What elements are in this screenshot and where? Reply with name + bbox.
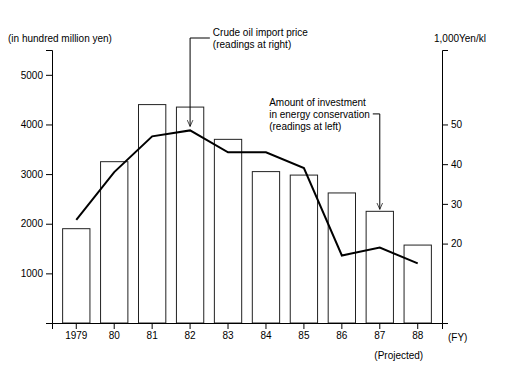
tick: 83 [222, 323, 234, 341]
tick: 81 [147, 323, 159, 341]
annotation-line: (readings at right) [213, 39, 291, 50]
bar [101, 162, 128, 323]
line [76, 130, 417, 263]
tick-mark [417, 323, 418, 329]
tick-mark [46, 75, 52, 76]
tick-mark [442, 204, 448, 205]
annotation: (Projected) [374, 350, 423, 361]
x-label: (FY) [448, 332, 467, 343]
tick-mark [76, 323, 77, 329]
annotation-line: (Projected) [374, 350, 423, 361]
bar [252, 172, 279, 323]
plot: 1979 80 81 82 83 84 85 86 87 88 1000 2000 3000 4000 50… [8, 27, 486, 361]
tick-label: 81 [147, 330, 159, 341]
tick-mark [442, 164, 448, 165]
tick: 2000 [21, 218, 52, 229]
bar [176, 107, 203, 323]
tick-mark [46, 124, 52, 125]
tick-label: 80 [109, 330, 121, 341]
bar [328, 193, 355, 323]
tick-label: 83 [222, 330, 234, 341]
chart: 1979 80 81 82 83 84 85 86 87 88 1000 2000 3000 4000 50… [0, 0, 512, 371]
texts: (in hundred million yen) 1,000Yen/kl (FY) (… [8, 27, 486, 361]
x-axis: 1979 80 81 82 83 84 85 86 87 88 [53, 323, 443, 341]
tick: 87 [374, 323, 386, 341]
bar [63, 229, 90, 323]
axis-line [443, 51, 449, 324]
tick-label: 2000 [21, 218, 44, 229]
tick: 20 [442, 238, 463, 249]
annotation-arrow [190, 38, 210, 126]
tick: 86 [336, 323, 348, 341]
tick-mark [152, 323, 153, 329]
annotation-line: (readings at left) [269, 121, 341, 132]
annotation: Amount of investmentin energy conservati… [269, 97, 370, 132]
tick-label: 50 [451, 119, 463, 130]
tick-mark [228, 323, 229, 329]
tick-mark [46, 224, 52, 225]
tick-mark [265, 323, 266, 329]
tick: 80 [109, 323, 121, 341]
tick: 88 [412, 323, 424, 341]
axis-line [46, 51, 53, 324]
tick: 84 [260, 323, 272, 341]
tick: 85 [298, 323, 310, 341]
tick-label: 4000 [21, 119, 44, 130]
annotation-line: in energy conservation [269, 109, 370, 120]
axis-line [53, 324, 443, 330]
bar-series [63, 105, 432, 323]
tick: 82 [185, 323, 197, 341]
tick: 3000 [21, 169, 52, 180]
bar [404, 245, 431, 323]
tick: 1000 [21, 268, 52, 279]
tick-label: 86 [336, 330, 348, 341]
tick: 5000 [21, 70, 52, 81]
tick-mark [442, 124, 448, 125]
tick-mark [46, 273, 52, 274]
marks [63, 105, 432, 323]
tick-label: 82 [185, 330, 197, 341]
bar [366, 211, 393, 323]
annotation-line: Crude oil import price [213, 27, 308, 38]
tick-label: 88 [412, 330, 424, 341]
tick-label: 3000 [21, 169, 44, 180]
arrows [190, 38, 380, 209]
annotation-line: Amount of investment [269, 97, 366, 108]
tick-label: 5000 [21, 70, 44, 81]
tick-mark [379, 323, 380, 329]
tick-mark [46, 174, 52, 175]
y2-axis: 20 30 40 50 [442, 51, 463, 324]
y2-label: 1,000Yen/kl [434, 33, 486, 44]
annotation: Crude oil import price(readings at right… [213, 27, 308, 50]
tick: 30 [442, 199, 463, 210]
tick-label: 30 [451, 199, 463, 210]
y-axis: 1000 2000 3000 4000 5000 [21, 51, 53, 324]
tick-label: 87 [374, 330, 386, 341]
tick: 50 [442, 119, 463, 130]
tick-mark [442, 244, 448, 245]
tick-label: 84 [260, 330, 272, 341]
bar [290, 175, 317, 323]
tick-label: 85 [298, 330, 310, 341]
tick-label: 20 [451, 238, 463, 249]
tick: 4000 [21, 119, 52, 130]
tick-label: 40 [451, 159, 463, 170]
bar [214, 139, 241, 323]
tick-label: 1000 [21, 268, 44, 279]
tick-label: 1979 [65, 330, 88, 341]
tick-mark [303, 323, 304, 329]
tick: 40 [442, 159, 463, 170]
tick-mark [114, 323, 115, 329]
tick-mark [341, 323, 342, 329]
tick: 1979 [65, 323, 88, 341]
y-label: (in hundred million yen) [8, 33, 112, 44]
annotation-arrow [373, 114, 380, 209]
tick-mark [190, 323, 191, 329]
